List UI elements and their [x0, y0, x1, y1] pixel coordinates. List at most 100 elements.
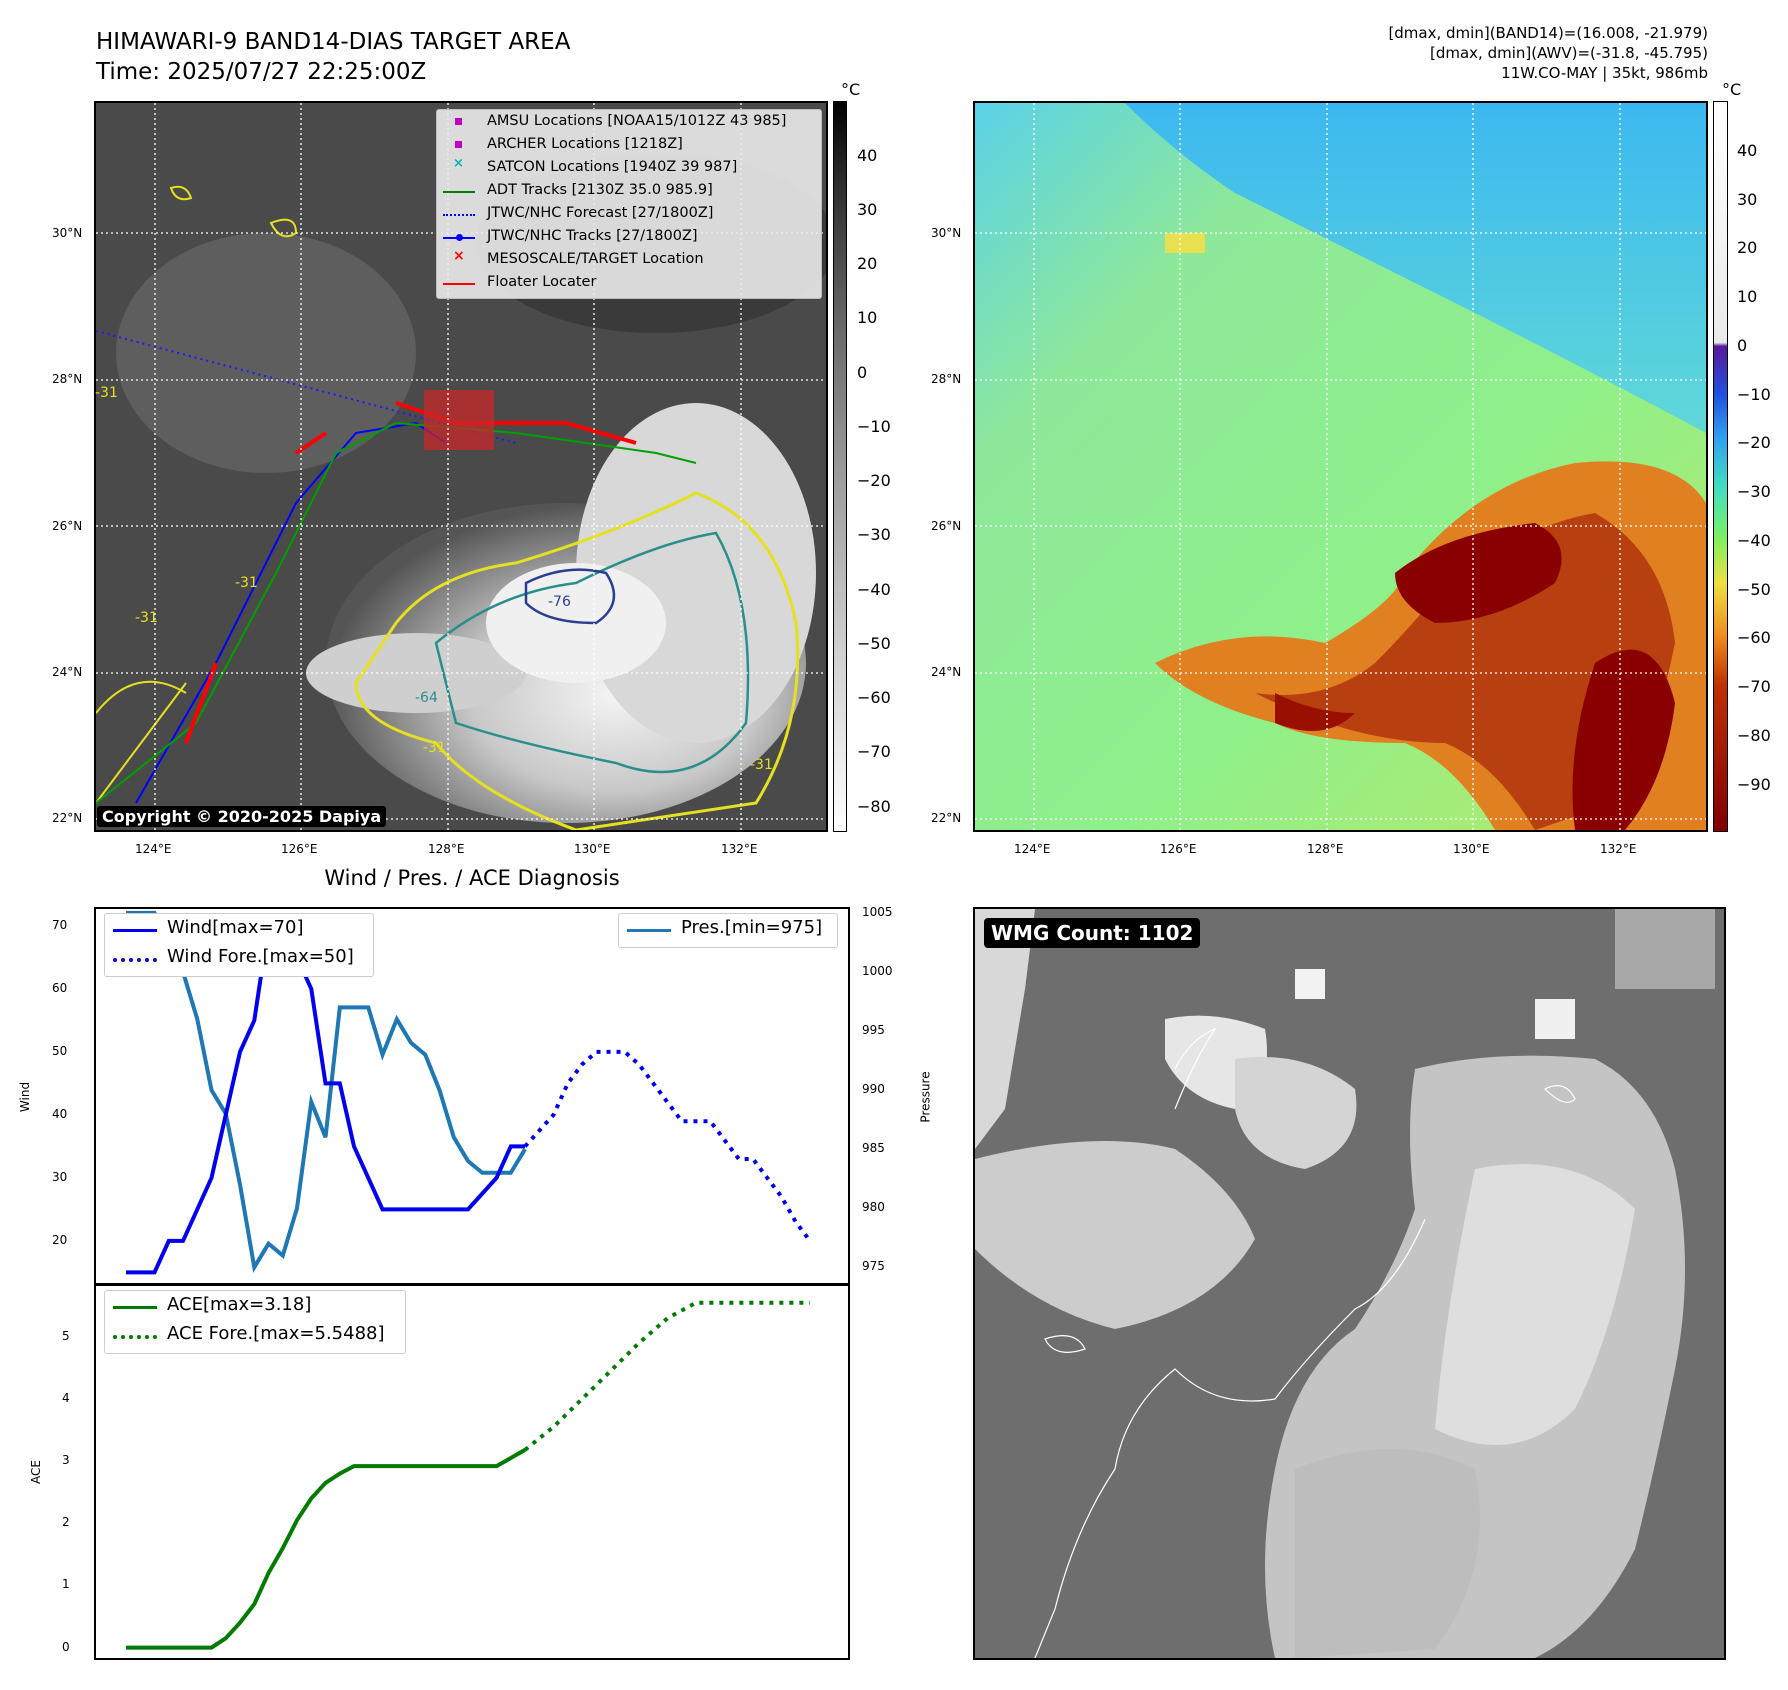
lat-tick: 26°N [52, 519, 83, 533]
pressure-y-tick: 1000 [862, 963, 893, 978]
awv-cbar-tick: 10 [1737, 287, 1758, 306]
awv-cbar-tick: −30 [1737, 482, 1771, 501]
ir-cbar-tick: 30 [857, 200, 878, 219]
ace-line [126, 1448, 526, 1650]
wind-y-tick: 20 [52, 1232, 68, 1247]
forecast-dotted-icon [443, 214, 475, 216]
wmg-image [975, 909, 1724, 1658]
ace-solid-icon [113, 1306, 157, 1309]
legend-entry: Wind Fore.[max=50] [167, 946, 354, 967]
awv-cbar-tick: −50 [1737, 580, 1771, 599]
adt-line-icon [443, 191, 475, 193]
ace-y-tick: 2 [62, 1515, 70, 1530]
legend-entry: JTWC/NHC Tracks [27/1800Z] [487, 228, 698, 244]
lon-tick: 132°E [721, 842, 758, 856]
lat-tick: 22°N [931, 811, 962, 825]
archer-marker-icon [455, 141, 462, 148]
lat-tick: 30°N [52, 226, 83, 240]
legend-entry: ACE Fore.[max=5.5488] [167, 1323, 385, 1344]
pressure-y-tick: 980 [862, 1200, 885, 1215]
wind-forecast-line [523, 1049, 812, 1243]
legend-entry: ACE[max=3.18] [167, 1294, 312, 1315]
ir-colorbar [833, 101, 847, 832]
wind-solid-icon [113, 929, 157, 932]
awv-cbar-tick: −10 [1737, 385, 1771, 404]
ir-colorbar-unit: °C [841, 80, 861, 99]
ir-cbar-tick: −40 [857, 580, 891, 599]
awv-colorbar [1713, 101, 1728, 832]
lon-tick: 130°E [574, 842, 611, 856]
ir-cbar-tick: 20 [857, 254, 878, 273]
awv-cbar-tick: −80 [1737, 726, 1771, 745]
wind-y-tick: 30 [52, 1169, 68, 1184]
ace-axis-label: ACE [28, 1460, 43, 1484]
ir-cbar-tick: −70 [857, 742, 891, 761]
legend-entry: ARCHER Locations [1218Z] [487, 136, 683, 152]
lon-tick: 132°E [1600, 842, 1637, 856]
wind-dotted-icon [113, 958, 157, 962]
wind-y-tick: 50 [52, 1043, 68, 1058]
legend-entry: Floater Locater [487, 274, 597, 290]
awv-cbar-tick: −20 [1737, 433, 1771, 452]
ace-legend: ACE[max=3.18] ACE Fore.[max=5.5488] [104, 1290, 406, 1354]
pressure-axis-label: Pressure [918, 1071, 933, 1123]
satcon-x-icon: × [453, 156, 464, 171]
awv-range: [dmax, dmin](AWV)=(-31.8, -45.795) [1429, 44, 1708, 62]
awv-cbar-tick: −40 [1737, 531, 1771, 550]
lon-tick: 126°E [1160, 842, 1197, 856]
storm-info: 11W.CO-MAY | 35kt, 986mb [1501, 64, 1708, 82]
lon-tick: 130°E [1453, 842, 1490, 856]
ir-cbar-tick: −80 [857, 797, 891, 816]
contour-label: -64 [415, 690, 438, 706]
legend-entry: MESOSCALE/TARGET Location [487, 251, 704, 267]
legend-entry: Pres.[min=975] [681, 917, 823, 938]
lat-tick: 24°N [52, 665, 83, 679]
pressure-legend: Pres.[min=975] [618, 913, 838, 948]
lat-tick: 30°N [931, 226, 962, 240]
ir-cbar-tick: −60 [857, 688, 891, 707]
contour-label: -31 [95, 385, 118, 401]
ace-y-tick: 0 [62, 1639, 70, 1654]
ace-dotted-icon [113, 1335, 157, 1339]
awv-map-panel [973, 101, 1708, 832]
legend-entry: SATCON Locations [1940Z 39 987] [487, 159, 738, 175]
wmg-count-badge: WMG Count: 1102 [984, 918, 1201, 948]
ace-y-tick: 5 [62, 1328, 70, 1343]
lon-tick: 126°E [281, 842, 318, 856]
pressure-solid-icon [627, 929, 671, 932]
lat-tick: 22°N [52, 811, 83, 825]
contour-label: -76 [548, 594, 571, 610]
legend-entry: AMSU Locations [NOAA15/1012Z 43 985] [487, 113, 787, 129]
track-dot-icon [456, 234, 463, 241]
wind-axis-label: Wind [18, 1081, 33, 1113]
lon-tick: 128°E [1307, 842, 1344, 856]
ace-y-tick: 1 [62, 1577, 70, 1592]
target-x-icon: × [453, 248, 465, 264]
lat-tick: 26°N [931, 519, 962, 533]
pressure-y-tick: 995 [862, 1023, 885, 1038]
awv-cbar-tick: 40 [1737, 141, 1758, 160]
wind-legend: Wind[max=70] Wind Fore.[max=50] [104, 913, 374, 977]
wind-y-tick: 40 [52, 1106, 68, 1121]
legend-entry: JTWC/NHC Forecast [27/1800Z] [487, 205, 714, 221]
awv-cbar-tick: 30 [1737, 190, 1758, 209]
lon-tick: 124°E [1014, 842, 1051, 856]
ir-cbar-tick: −20 [857, 471, 891, 490]
figure-title: HIMAWARI-9 BAND14-DIAS TARGET AREA [96, 29, 571, 55]
floater-line-icon [443, 283, 475, 285]
ace-y-tick: 4 [62, 1390, 70, 1405]
legend-entry: Wind[max=70] [167, 917, 304, 938]
awv-map-image [975, 103, 1706, 830]
ir-cbar-tick: 40 [857, 146, 878, 165]
pressure-y-tick: 1005 [862, 904, 893, 919]
legend-entry: ADT Tracks [2130Z 35.0 985.9] [487, 182, 713, 198]
contour-label: -31 [750, 757, 773, 773]
figure-time: Time: 2025/07/27 22:25:00Z [96, 59, 427, 85]
wind-line [126, 918, 525, 1275]
lon-tick: 128°E [428, 842, 465, 856]
wmg-panel [973, 907, 1726, 1660]
awv-cbar-tick: 20 [1737, 238, 1758, 257]
ir-cbar-tick: −50 [857, 634, 891, 653]
lat-tick: 24°N [931, 665, 962, 679]
ir-legend: AMSU Locations [NOAA15/1012Z 43 985] ARC… [436, 109, 822, 299]
